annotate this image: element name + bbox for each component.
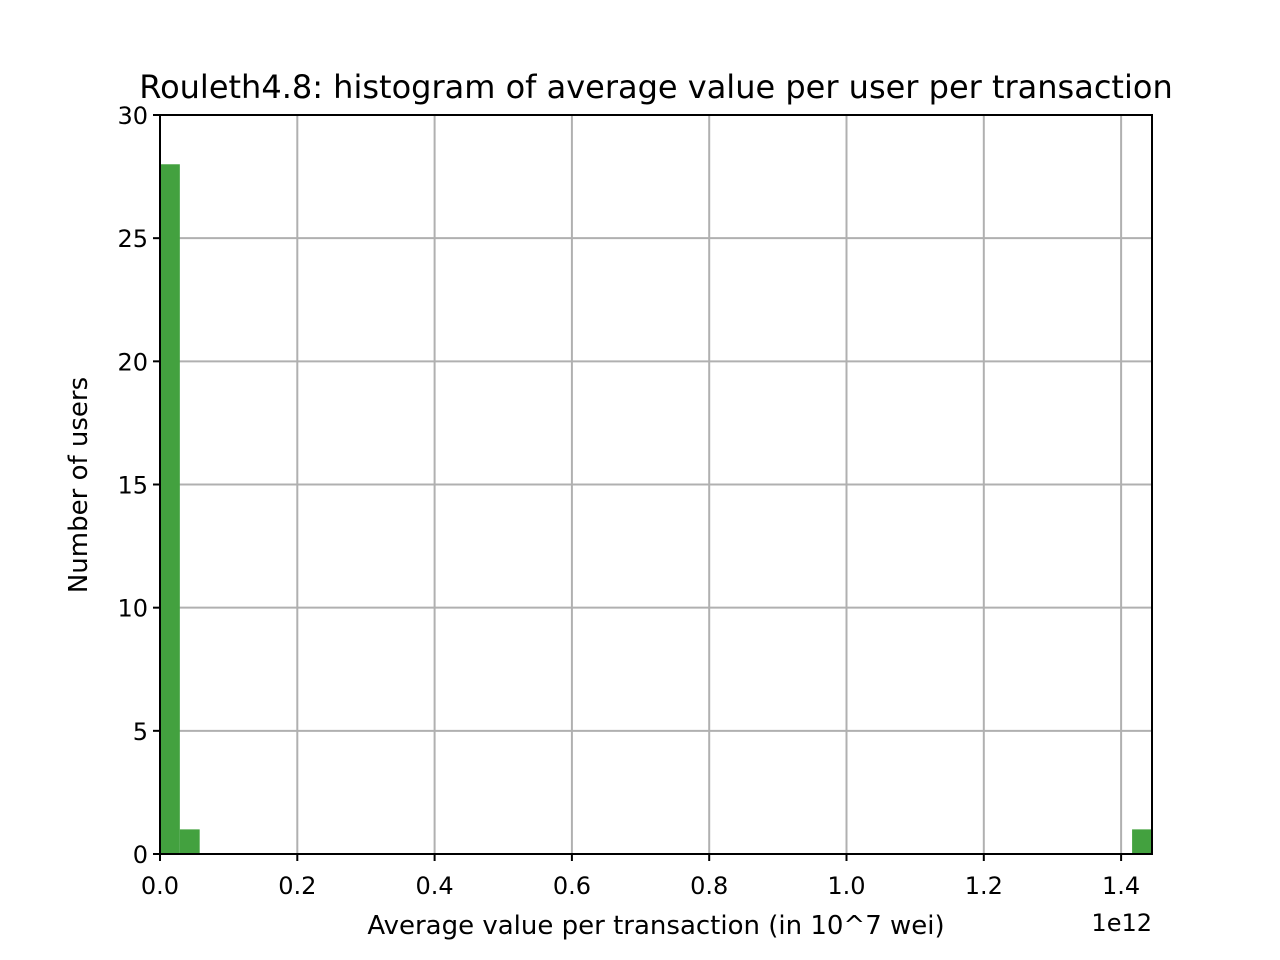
histogram-bar (179, 829, 200, 854)
grid (159, 114, 1152, 855)
axis-ticks: 0.0 0.2 0.4 0.6 0.8 1.0 1.2 1.4 0 5 10 15 20 25 30 (117, 102, 1140, 900)
x-tick-label: 0.4 (416, 872, 454, 900)
histogram-bar (160, 164, 180, 854)
y-tick-label: 5 (133, 718, 148, 746)
x-tick-label: 0.2 (278, 872, 316, 900)
x-tick-label: 1.2 (965, 872, 1003, 900)
y-tick-label: 25 (117, 225, 148, 253)
x-tick-label: 0.0 (141, 872, 179, 900)
y-axis-label: Number of users (64, 377, 94, 593)
histogram-bars (160, 164, 1152, 854)
x-tick-label: 0.8 (690, 872, 728, 900)
x-tick-label: 0.6 (553, 872, 591, 900)
chart-title: Rouleth4.8: histogram of average value p… (139, 68, 1172, 106)
x-tick-label: 1.4 (1102, 872, 1140, 900)
histogram-bar (1132, 829, 1152, 854)
y-tick-label: 10 (117, 595, 148, 623)
x-axis-offset-text: 1e12 (1091, 909, 1152, 937)
x-axis-label: Average value per transaction (in 10^7 w… (367, 911, 944, 941)
y-tick-label: 20 (117, 348, 148, 376)
x-tick-label: 1.0 (827, 872, 865, 900)
y-tick-label: 30 (117, 102, 148, 130)
y-tick-label: 15 (117, 472, 148, 500)
y-tick-label: 0 (133, 841, 148, 869)
